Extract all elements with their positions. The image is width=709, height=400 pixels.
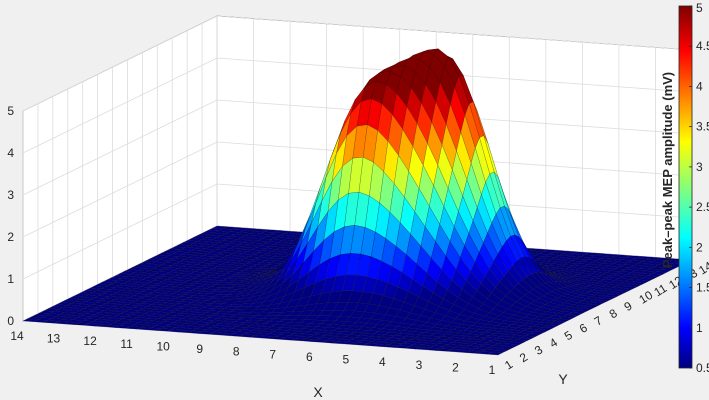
colorbar-tick-label: 3: [696, 160, 703, 174]
z-tick-label: 4: [7, 146, 14, 160]
y-tick-label: 6: [577, 320, 590, 336]
x-tick-label: 1: [489, 363, 496, 377]
y-tick-label: 1: [502, 357, 515, 373]
y-tick-label: 2: [517, 350, 530, 366]
x-tick-label: 10: [156, 339, 170, 353]
colorbar-ticks: 0.5 1 1.5 2 2.5 3 3.5 4 4.5 5: [689, 1, 709, 375]
y-tick-label: 8: [607, 306, 620, 322]
y-tick-label: 4: [547, 335, 560, 351]
x-tick-label: 7: [269, 347, 276, 361]
x-tick-label: 8: [233, 345, 240, 359]
colorbar-tick-label: 2.5: [696, 200, 709, 214]
x-axis-label: X: [313, 384, 323, 400]
colorbar-tick-label: 3.5: [696, 120, 709, 134]
x-tick-label: 14: [10, 329, 24, 343]
colorbar-tick-label: 4: [696, 79, 703, 93]
x-tick-label: 6: [306, 350, 313, 364]
z-tick-label: 2: [7, 230, 14, 244]
y-tick-label: 3: [532, 342, 545, 358]
colorbar-tick-label: 0.5: [696, 361, 709, 375]
x-tick-label: 11: [120, 337, 133, 351]
colorbar: [678, 5, 693, 369]
y-tick-label: 14: [696, 258, 709, 277]
surface-mesh: [22, 48, 693, 356]
colorbar-tick-label: 1.5: [696, 281, 709, 295]
surface-cell: [487, 352, 503, 356]
z-tick-label: 3: [7, 188, 14, 202]
x-tick-label: 13: [47, 332, 61, 346]
y-tick-label: 11: [651, 281, 669, 300]
y-axis-label: Y: [558, 371, 568, 387]
y-tick-label: 5: [562, 328, 575, 344]
x-tick-label: 2: [452, 360, 459, 374]
z-tick-label: 0: [7, 314, 14, 328]
colorbar-tick-label: 1: [696, 321, 703, 335]
z-tick-label: 1: [7, 272, 14, 286]
colorbar-tick-label: 2: [696, 240, 703, 254]
colorbar-title: Peak–peak MEP amplitude (mV): [660, 72, 675, 268]
x-tick-label: 9: [196, 342, 203, 356]
y-tick-label: 7: [592, 313, 605, 329]
x-tick-label: 4: [379, 355, 386, 369]
x-tick-label: 12: [83, 334, 97, 348]
z-tick-label: 5: [7, 104, 14, 118]
x-tick-label: 3: [416, 358, 423, 372]
colorbar-tick-label: 5: [696, 1, 703, 15]
colorbar-tick-label: 4.5: [696, 39, 709, 53]
x-tick-label: 5: [343, 353, 350, 367]
y-tick-label: 9: [622, 299, 635, 315]
